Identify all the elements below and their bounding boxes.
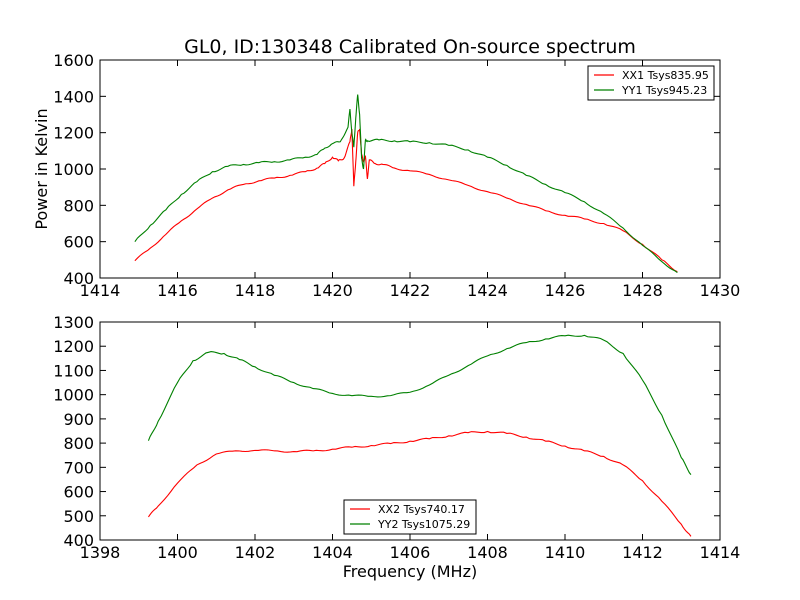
y-tick-label: 800 bbox=[63, 434, 94, 453]
y-tick-label: 600 bbox=[63, 233, 94, 252]
legend: XX2 Tsys740.17 YY2 Tsys1075.29 bbox=[343, 499, 477, 535]
x-axis-label: Frequency (MHz) bbox=[343, 562, 477, 581]
x-tick-label: 1418 bbox=[235, 281, 276, 300]
x-tick-label: 1406 bbox=[390, 543, 431, 562]
y-tick-label: 1200 bbox=[53, 337, 94, 356]
y-tick-label: 700 bbox=[63, 458, 94, 477]
y-tick-label: 1300 bbox=[53, 313, 94, 332]
x-tick-label: 1430 bbox=[700, 281, 741, 300]
bottom-panel: 1398 1400 1402 1404 1406 1408 1410 1412 1414 400 5… bbox=[53, 313, 740, 562]
legend-box bbox=[343, 499, 477, 535]
y-tick-label: 1400 bbox=[53, 87, 94, 106]
x-tick-label: 1404 bbox=[312, 543, 353, 562]
x-tick-label: 1402 bbox=[235, 543, 276, 562]
x-tick-label: 1420 bbox=[312, 281, 353, 300]
legend-box bbox=[587, 65, 715, 101]
y-tick-label: 1200 bbox=[53, 124, 94, 143]
x-tick-label: 1414 bbox=[80, 281, 121, 300]
series-line-top-yy bbox=[134, 94, 678, 274]
series-line-bottom-xx bbox=[147, 430, 692, 537]
x-tick-label: 1422 bbox=[390, 281, 431, 300]
legend: XX1 Tsys835.95 YY1 Tsys945.23 bbox=[587, 65, 715, 101]
legend-entry: YY2 Tsys1075.29 bbox=[377, 518, 470, 531]
y-tick-label: 1000 bbox=[53, 160, 94, 179]
legend-entry: XX1 Tsys835.95 bbox=[622, 69, 709, 82]
y-tick-label: 1100 bbox=[53, 361, 94, 380]
top-panel: 1414 1416 1418 1420 1422 1424 1426 1428 1430 400 6… bbox=[53, 51, 740, 300]
x-tick-label: 1408 bbox=[467, 543, 508, 562]
x-tick-label: 1410 bbox=[545, 543, 586, 562]
y-tick-label: 400 bbox=[63, 531, 94, 550]
y-tick-label: 1600 bbox=[53, 51, 94, 70]
y-axis-label: Power in Kelvin bbox=[32, 108, 51, 229]
legend-entry: YY1 Tsys945.23 bbox=[621, 84, 707, 97]
x-tick-label: 1414 bbox=[700, 543, 741, 562]
x-tick-label: 1412 bbox=[622, 543, 663, 562]
chart-title: GL0, ID:130348 Calibrated On-source spec… bbox=[184, 36, 636, 58]
x-tick-label: 1424 bbox=[467, 281, 508, 300]
x-tick-label: 1426 bbox=[545, 281, 586, 300]
legend-entry: XX2 Tsys740.17 bbox=[378, 503, 465, 516]
series-line-bottom-yy bbox=[147, 334, 692, 475]
y-tick-label: 900 bbox=[63, 410, 94, 429]
x-tick-label: 1416 bbox=[157, 281, 198, 300]
y-tick-label: 1000 bbox=[53, 386, 94, 405]
x-tick-label: 1428 bbox=[622, 281, 663, 300]
y-tick-label: 800 bbox=[63, 196, 94, 215]
y-tick-label: 500 bbox=[63, 507, 94, 526]
y-tick-label: 400 bbox=[63, 269, 94, 288]
y-tick-label: 600 bbox=[63, 483, 94, 502]
x-tick-label: 1400 bbox=[157, 543, 198, 562]
x-tick-label: 1398 bbox=[80, 543, 121, 562]
